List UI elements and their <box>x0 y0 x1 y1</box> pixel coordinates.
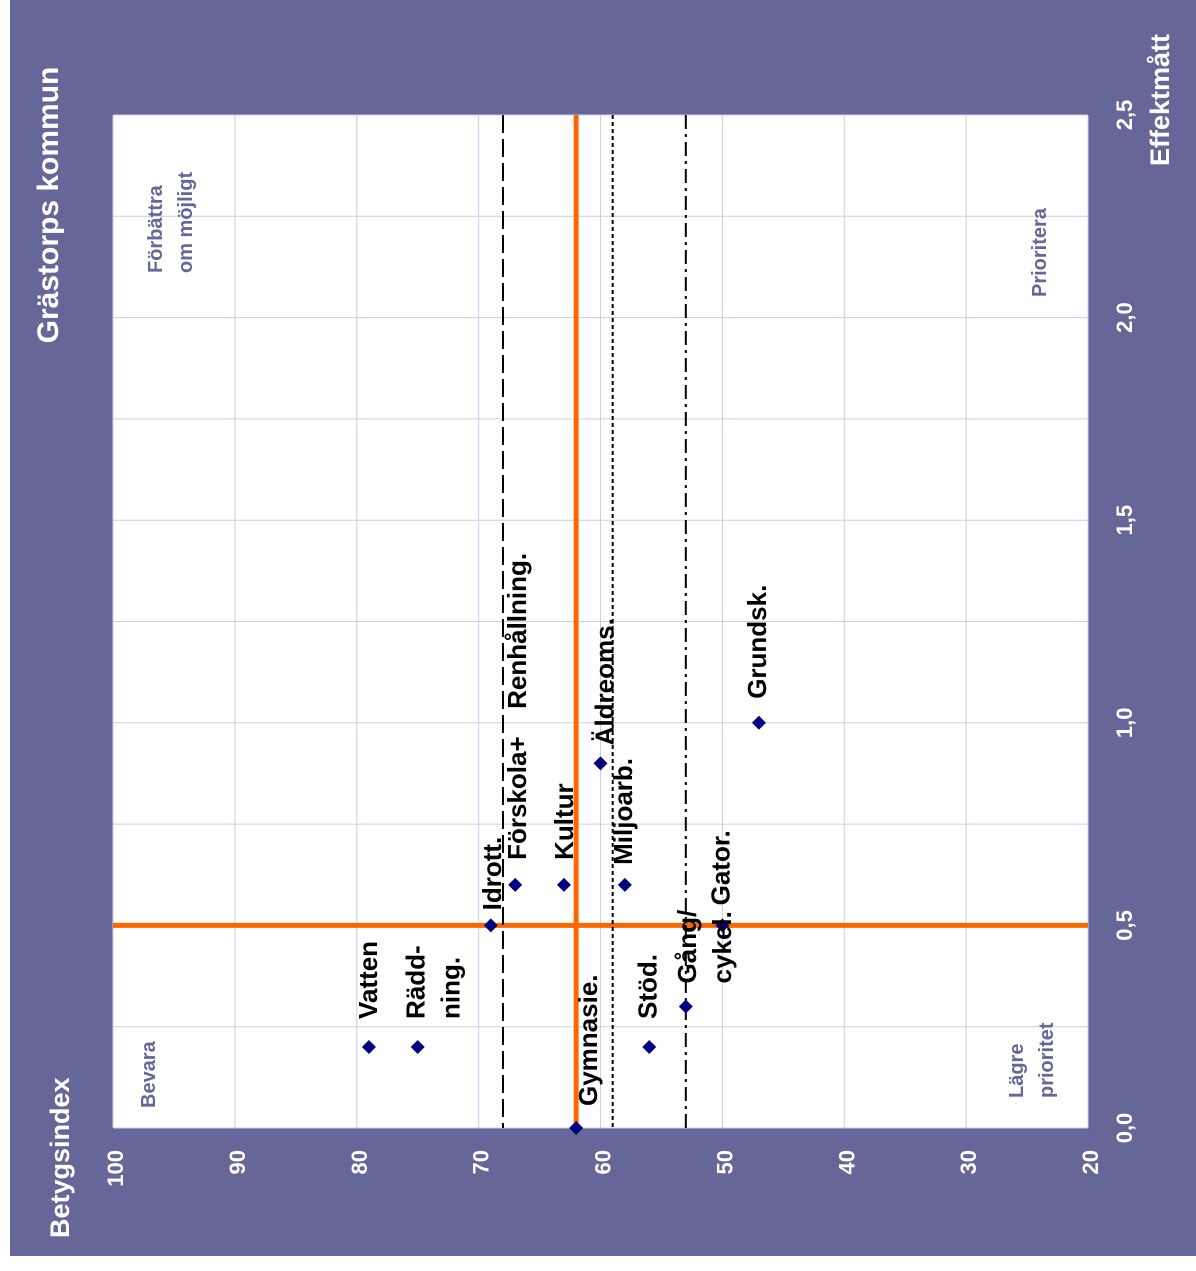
point-label: Förskola+ <box>502 736 532 860</box>
data-point-marker <box>508 877 523 892</box>
y-tick-label: 70 <box>469 1150 494 1174</box>
data-point-marker <box>593 756 608 771</box>
point-labels: Vatten Rädd-ning. Idrott.Förskola+ Renhålln… <box>353 553 772 1106</box>
data-point-marker <box>483 918 498 933</box>
point-label: Gator. <box>705 830 735 905</box>
x-tick-label: 2,0 <box>1112 302 1137 333</box>
data-point-marker <box>678 999 693 1014</box>
reference-lines <box>113 115 1088 1128</box>
point-label: Stöd. <box>632 954 662 1019</box>
data-point-marker <box>617 877 632 892</box>
data-point-marker <box>751 715 766 730</box>
tick-labels: 100 90 80 70 60 50 40 30 20 0,0 0,5 1,0 1,5 2,0 2,5 <box>103 100 1137 1187</box>
x-tick-label: 1,0 <box>1112 708 1137 739</box>
point-label: Gång/cykel. <box>672 910 737 984</box>
quadrant-label: Lägre prioritet <box>1006 1022 1058 1098</box>
data-points <box>361 715 766 1135</box>
y-tick-label: 90 <box>225 1150 250 1174</box>
point-label: Miljoarb. <box>608 758 638 865</box>
point-label: Renhållning. <box>502 553 532 709</box>
data-point-marker <box>715 918 730 933</box>
point-label: Rädd-ning. <box>401 945 466 1019</box>
chart-title: Grästorps kommun <box>32 67 65 344</box>
x-tick-label: 0,5 <box>1112 910 1137 941</box>
point-label: Vatten <box>353 941 383 1019</box>
y-tick-label: 80 <box>347 1150 372 1174</box>
quadrant-labels: Bevara Förbättra om möjligt Prioritera Lägre… <box>138 172 1058 1108</box>
y-tick-label: 30 <box>956 1150 981 1174</box>
y-tick-label: 60 <box>591 1150 616 1174</box>
quadrant-label: Bevara <box>138 1040 160 1108</box>
point-label: Äldreoms. <box>590 618 620 745</box>
data-point-marker <box>569 1121 584 1135</box>
quadrant-label: Prioritera <box>1029 207 1051 297</box>
x-tick-label: 0,0 <box>1112 1113 1137 1144</box>
data-point-marker <box>556 877 571 892</box>
data-point-marker <box>642 1039 657 1054</box>
data-point-marker <box>361 1039 376 1054</box>
y-tick-label: 20 <box>1078 1150 1103 1174</box>
y-tick-label: 50 <box>712 1150 737 1174</box>
y-tick-label: 100 <box>103 1150 128 1187</box>
quadrant-label: Förbättra om möjligt <box>145 172 197 273</box>
point-label: Grundsk. <box>742 585 772 699</box>
data-point-marker <box>410 1039 425 1054</box>
point-label: Kultur <box>549 783 579 860</box>
y-tick-label: 40 <box>834 1150 859 1174</box>
point-label: Gymnasie. <box>573 974 603 1106</box>
x-axis-label: Effektmått <box>1145 34 1175 166</box>
x-tick-label: 2,5 <box>1112 100 1137 131</box>
x-tick-label: 1,5 <box>1112 505 1137 536</box>
point-label: Idrott. <box>477 837 507 911</box>
y-axis-label: Betygsindex <box>45 1077 75 1238</box>
